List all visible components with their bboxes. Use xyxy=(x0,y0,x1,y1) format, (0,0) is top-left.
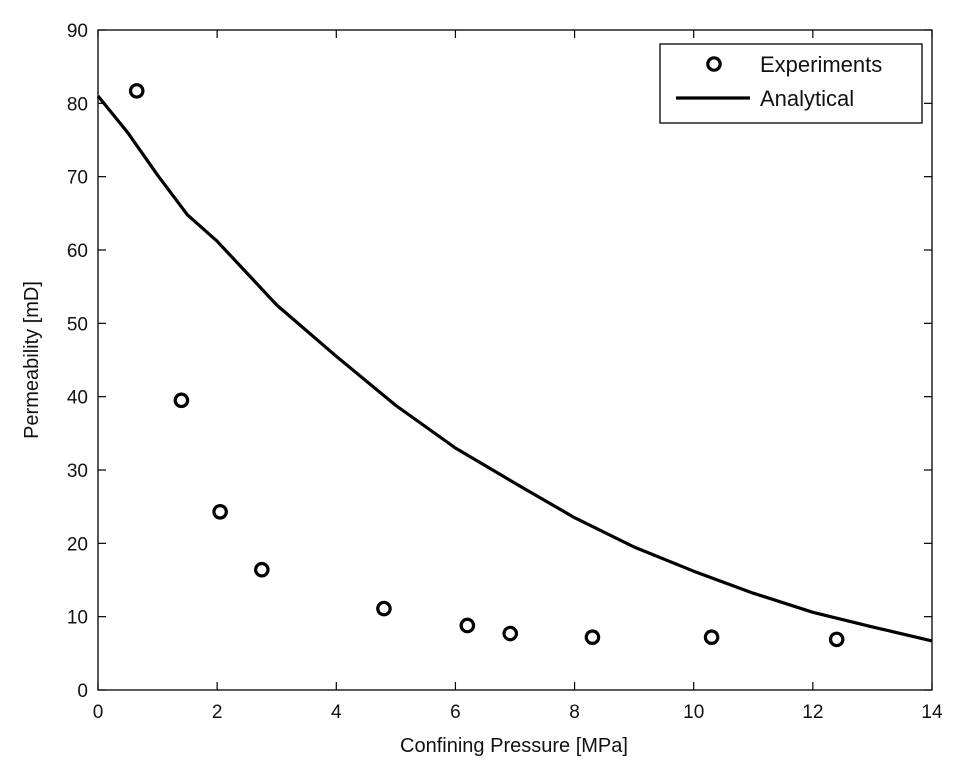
y-tick-label: 10 xyxy=(67,608,88,629)
y-tick-label: 60 xyxy=(67,241,88,262)
axis-ticks xyxy=(97,29,933,691)
x-tick-label: 2 xyxy=(212,702,223,723)
y-tick-label: 90 xyxy=(67,21,88,42)
plot-area-border xyxy=(97,29,933,691)
legend: Experiments Analytical xyxy=(659,43,923,124)
plot-frame xyxy=(97,29,933,691)
analytical-curve xyxy=(96,94,933,643)
y-tick-label: 20 xyxy=(67,534,88,555)
experiment-point xyxy=(212,503,228,520)
experiment-point xyxy=(584,629,601,645)
experiment-point xyxy=(502,625,519,642)
x-tick-label: 0 xyxy=(93,702,104,723)
y-tick-label: 30 xyxy=(67,461,88,482)
legend-marker-experiments xyxy=(706,56,722,72)
x-tick-label: 8 xyxy=(569,702,580,723)
legend-label-analytical: Analytical xyxy=(760,86,854,111)
y-tick-label: 50 xyxy=(67,314,88,335)
x-tick-label: 14 xyxy=(921,702,943,723)
experiment-point xyxy=(828,631,845,648)
x-tick-label: 12 xyxy=(802,702,823,723)
experiment-point xyxy=(376,600,392,617)
experiment-point xyxy=(703,629,720,645)
legend-box xyxy=(659,43,923,124)
y-tick-label: 0 xyxy=(77,681,88,702)
experiment-point xyxy=(128,83,145,99)
y-tick-label: 40 xyxy=(67,388,88,409)
legend-label-experiments: Experiments xyxy=(760,52,882,77)
y-tick-label: 70 xyxy=(67,168,88,189)
experiment-point xyxy=(254,561,270,578)
axis-tick-labels: 0 2 4 6 8 10 12 14 0 10 20 30 40 50 60 70 80 90 xyxy=(67,21,943,723)
x-tick-label: 4 xyxy=(331,702,342,723)
experiment-point xyxy=(173,392,190,409)
y-axis-label: Permeability [mD] xyxy=(21,281,43,439)
x-axis-label: Confining Pressure [MPa] xyxy=(400,735,628,757)
x-tick-label: 6 xyxy=(450,702,461,723)
x-tick-label: 10 xyxy=(683,702,704,723)
experiment-point xyxy=(459,617,476,634)
series-layer xyxy=(96,83,933,648)
y-tick-label: 80 xyxy=(67,94,88,115)
